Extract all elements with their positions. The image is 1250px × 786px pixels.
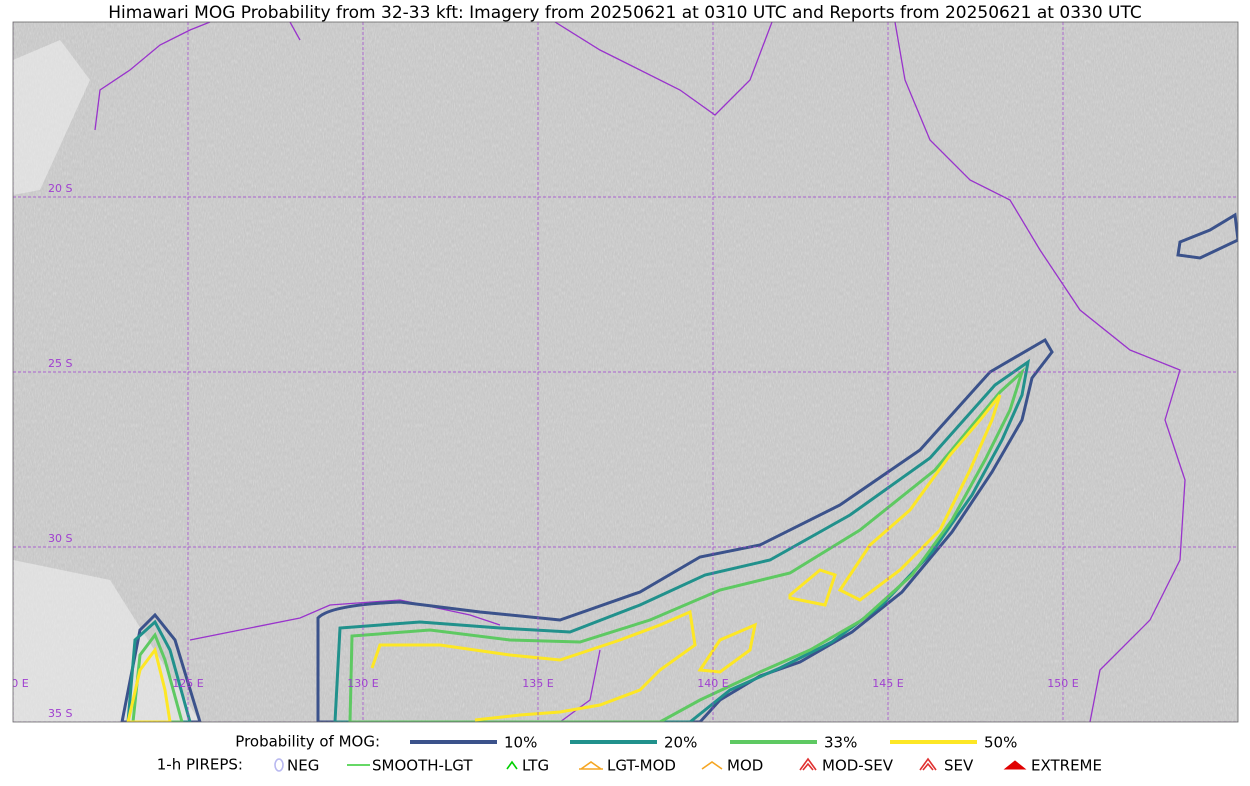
- longitude-label: 120 E: [0, 677, 29, 690]
- contour-33: [131, 367, 1026, 722]
- probability-legend-title: Probability of MOG:: [235, 733, 380, 751]
- contour-10: [120, 212, 1238, 722]
- pirep-icon: [506, 760, 518, 770]
- contour-20: [126, 358, 1031, 722]
- longitude-label: 140 E: [697, 677, 728, 690]
- longitude-label: 145 E: [872, 677, 903, 690]
- pirep-icon: [579, 761, 603, 770]
- legend-label: SEV: [944, 757, 974, 775]
- longitude-label: 125 E: [172, 677, 203, 690]
- legend-label: MOD-SEV: [822, 757, 894, 775]
- legend-label: SMOOTH-LGT: [372, 757, 473, 775]
- legend-label: 33%: [824, 734, 857, 752]
- pirep-icon: [919, 757, 937, 771]
- graticule: 120 E 125 E 130 E 135 E 140 E 145 E 150 E 20 S 2…: [0, 22, 1238, 722]
- legend-label: EXTREME: [1031, 757, 1102, 775]
- contours: [120, 212, 1238, 722]
- latitude-label: 25 S: [48, 357, 72, 370]
- contour-50: [126, 394, 1002, 722]
- legend-label: 50%: [984, 734, 1017, 752]
- pirep-icon: [274, 758, 284, 772]
- longitude-label: 130 E: [347, 677, 378, 690]
- latitude-label: 20 S: [48, 182, 72, 195]
- longitude-label: 150 E: [1047, 677, 1078, 690]
- pirep-icon: [701, 761, 723, 770]
- map-area: 120 E 125 E 130 E 135 E 140 E 145 E 150 E 20 S 2…: [0, 22, 1238, 722]
- legend-label: LTG: [522, 757, 549, 775]
- pirep-legend-title: 1-h PIREPS:: [157, 756, 243, 774]
- legend-label: NEG: [287, 757, 319, 775]
- legend-label: MOD: [727, 757, 763, 775]
- legend-label: LGT-MOD: [607, 757, 676, 775]
- longitude-label: 135 E: [522, 677, 553, 690]
- map-frame: [12, 21, 1239, 723]
- title: Himawari MOG Probability from 32-33 kft:…: [108, 3, 1142, 23]
- legend-label: 10%: [504, 734, 537, 752]
- legend-label: 20%: [664, 734, 697, 752]
- pirep-icon: [1003, 760, 1027, 770]
- coastline: [94, 22, 1186, 722]
- latitude-label: 30 S: [48, 532, 72, 545]
- latitude-label: 35 S: [48, 707, 72, 720]
- bright-clouds: [13, 40, 200, 722]
- pirep-icon: [799, 757, 817, 771]
